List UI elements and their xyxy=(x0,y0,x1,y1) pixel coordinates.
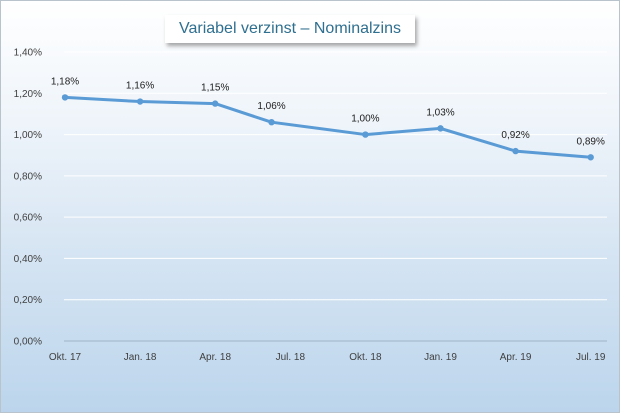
x-axis: Okt. 17 Jan. 18 Apr. 18 Jul. 18 Okt. 18 Jan. … xyxy=(49,352,606,363)
x-tick-label: Apr. 19 xyxy=(500,352,532,363)
y-tick-label: 0,80% xyxy=(14,171,42,182)
data-point xyxy=(268,118,275,126)
data-point xyxy=(512,147,519,155)
x-tick-label: Okt. 18 xyxy=(349,352,382,363)
data-point xyxy=(587,154,594,161)
x-tick-label: Jan. 19 xyxy=(424,352,457,363)
data-point xyxy=(362,131,369,138)
y-tick-label: 1,40% xyxy=(14,48,42,59)
data-label: 1,00% xyxy=(351,114,379,125)
data-labels: 1,18% 1,16% 1,15% 1,06% 1,00% 1,03% 0,92% 0,89% xyxy=(51,76,605,147)
data-point xyxy=(136,98,144,105)
data-label: 1,16% xyxy=(126,81,154,92)
x-tick-label: Jul. 18 xyxy=(276,352,306,363)
y-tick-label: 0,40% xyxy=(14,254,42,265)
x-tick-label: Apr. 18 xyxy=(199,352,231,363)
x-tick-label: Okt. 17 xyxy=(49,352,82,363)
data-point xyxy=(437,125,444,132)
y-axis: 0,00% 0,20% 0,40% 0,60% 0,80% 1,00% 1,20% 1,40% xyxy=(14,48,607,348)
y-tick-label: 1,00% xyxy=(14,130,42,141)
y-tick-label: 0,00% xyxy=(14,337,42,348)
x-tick-label: Jul. 19 xyxy=(576,352,606,363)
series-group xyxy=(61,94,594,161)
data-label: 0,89% xyxy=(577,136,605,147)
data-label: 1,18% xyxy=(51,76,79,87)
x-tick-label: Jan. 18 xyxy=(124,352,157,363)
chart-title: Variabel verzinst – Nominalzins xyxy=(178,20,401,37)
y-tick-label: 1,20% xyxy=(14,89,42,100)
data-point xyxy=(61,94,69,101)
data-label: 1,15% xyxy=(201,83,229,94)
data-point xyxy=(212,100,219,107)
data-label: 1,03% xyxy=(426,107,454,118)
y-tick-label: 0,20% xyxy=(14,295,42,306)
gridlines xyxy=(64,51,607,301)
y-tick-label: 0,60% xyxy=(14,213,42,224)
data-label: 1,06% xyxy=(257,101,285,112)
series-line xyxy=(63,95,593,159)
chart-title-box: Variabel verzinst – Nominalzins xyxy=(165,15,415,43)
data-label: 0,92% xyxy=(501,130,529,141)
